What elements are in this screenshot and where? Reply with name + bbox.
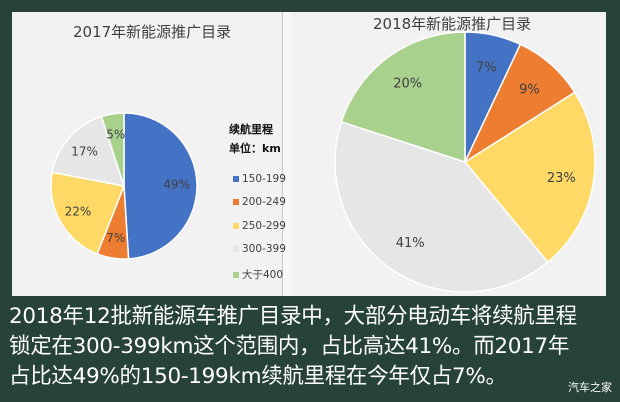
chart-2017-title: 2017年新能源推广目录 [73, 23, 232, 41]
legend-label: 200-249 [242, 196, 286, 208]
legend-title-line2: 单位：km [229, 142, 281, 155]
pie-slice-大于400 [340, 31, 466, 164]
pie-label: 7% [106, 231, 125, 245]
legend-item-300-399: 300-399 [233, 243, 286, 255]
pie-slice-大于400 [100, 112, 125, 187]
chart-2018-title: 2018年新能源推广目录 [373, 15, 532, 33]
pie-label: 41% [396, 236, 425, 251]
legend-label: 250-299 [242, 220, 286, 232]
legend-title: 续航里程 单位：km [229, 120, 281, 158]
caption-line-2: 锁定在300-399km这个范围内，占比高达41%。而2017年 [9, 334, 570, 359]
legend-swatch-yellow [233, 223, 239, 229]
pie-label: 7% [476, 60, 497, 75]
panel-divider [282, 12, 283, 296]
legend-item-over-400: 大于400 [233, 267, 283, 282]
legend-swatch-green [233, 271, 239, 278]
pie-label: 49% [163, 178, 190, 192]
pie-chart-2017: 49% 7% 22% 17% 5% [50, 112, 198, 260]
pie-slice-300-399 [334, 120, 549, 293]
pie-label: 22% [65, 205, 92, 219]
legend-title-line1: 续航里程 [229, 123, 273, 136]
pie-label: 5% [106, 127, 125, 141]
pie-slice-250-299 [463, 91, 596, 264]
pie-label: 20% [393, 77, 422, 92]
legend-item-250-299: 250-299 [233, 220, 286, 232]
pie-slice-250-299 [50, 171, 126, 255]
watermark: 汽车之家 [568, 381, 612, 394]
legend-swatch-blue [233, 176, 239, 182]
pie-label: 9% [519, 82, 540, 97]
caption-line-1: 2018年12批新能源车推广目录中，大部分电动车将续航里程 [9, 304, 577, 329]
legend-item-200-249: 200-249 [233, 196, 286, 208]
pie-slice-150-199 [123, 112, 198, 260]
legend-label: 300-399 [242, 243, 286, 255]
legend-label: 大于400 [242, 269, 284, 281]
caption-text: 2018年12批新能源车推广目录中，大部分电动车将续航里程 锁定在300-399… [9, 302, 619, 392]
panel-divider-band [283, 12, 291, 296]
caption-line-3: 占比达49%的150-199km续航里程在今年仅占7%。 [9, 364, 507, 389]
pie-chart-2018: 7% 9% 23% 41% 20% [334, 31, 596, 293]
pie-label: 17% [71, 144, 98, 158]
legend-label: 150-199 [242, 173, 286, 185]
legend-swatch-orange [233, 199, 239, 205]
pie-slice-300-399 [51, 115, 126, 187]
legend-item-150-199: 150-199 [233, 173, 286, 185]
legend-swatch-gray [233, 246, 239, 252]
pie-label: 23% [547, 171, 576, 186]
